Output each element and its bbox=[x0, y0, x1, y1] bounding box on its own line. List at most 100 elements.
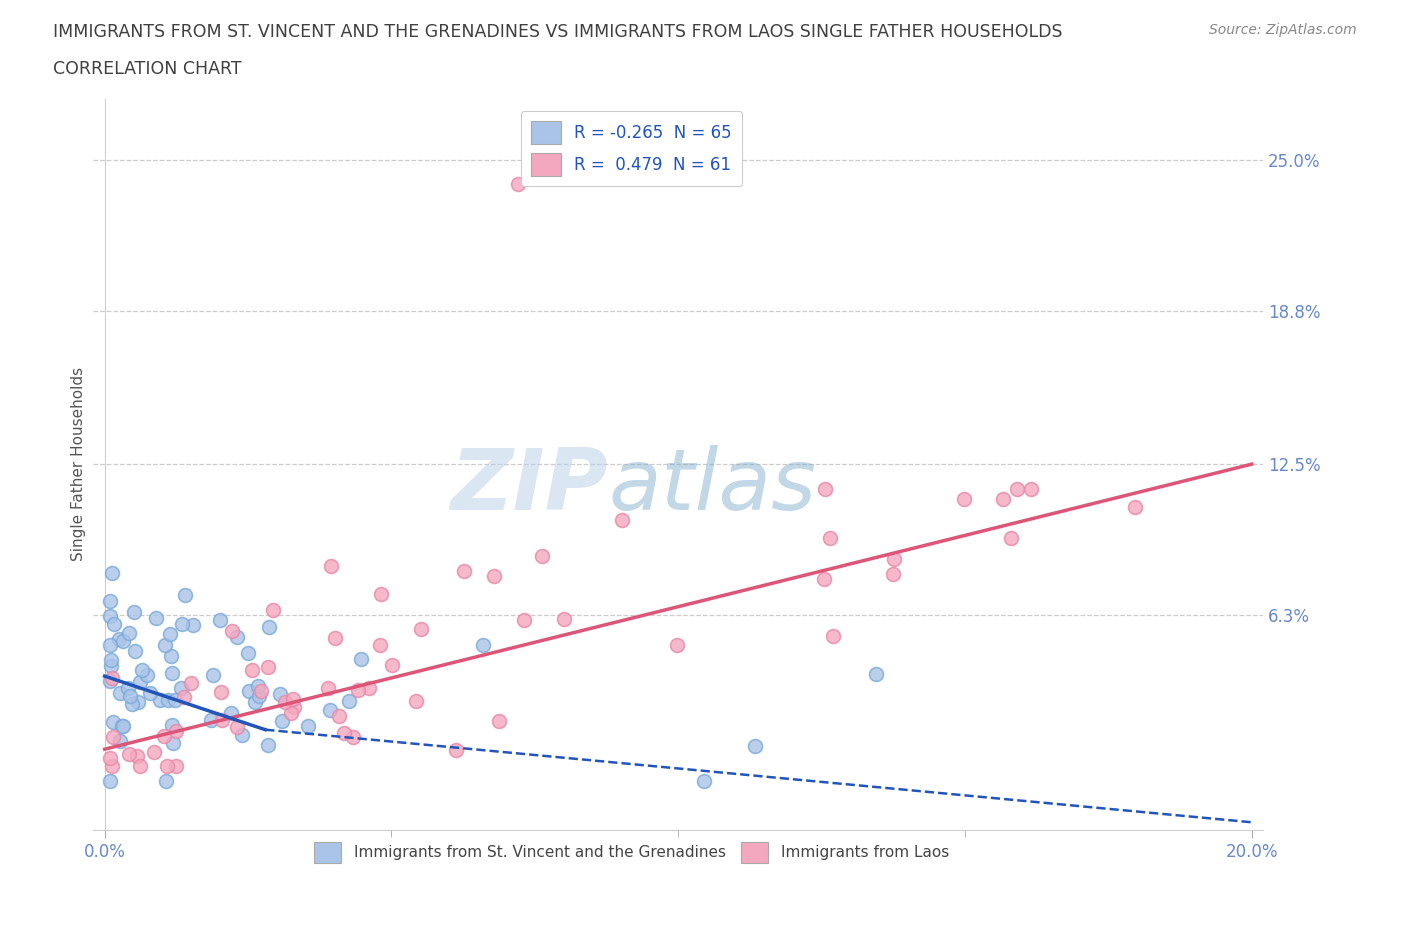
Point bbox=[444, 742, 467, 757]
Text: ZIP: ZIP bbox=[450, 445, 607, 527]
Point bbox=[172, 617, 194, 631]
Point bbox=[100, 652, 122, 667]
Point bbox=[269, 686, 291, 701]
Point bbox=[281, 692, 304, 707]
Point bbox=[319, 703, 342, 718]
Point bbox=[472, 637, 495, 652]
Point bbox=[124, 644, 146, 658]
Point bbox=[219, 705, 242, 720]
Point bbox=[149, 692, 172, 707]
Point bbox=[257, 619, 280, 634]
Point bbox=[262, 603, 284, 618]
Text: CORRELATION CHART: CORRELATION CHART bbox=[53, 60, 242, 78]
Point bbox=[160, 649, 183, 664]
Point bbox=[506, 177, 529, 192]
Point bbox=[101, 565, 124, 580]
Point bbox=[882, 566, 904, 581]
Point bbox=[319, 558, 342, 573]
Point bbox=[121, 697, 143, 711]
Point bbox=[328, 709, 350, 724]
Point bbox=[531, 549, 554, 564]
Point bbox=[666, 637, 689, 652]
Point bbox=[245, 694, 267, 709]
Point bbox=[145, 610, 167, 625]
Point bbox=[952, 492, 974, 507]
Point bbox=[231, 728, 253, 743]
Point bbox=[156, 759, 179, 774]
Point bbox=[159, 626, 181, 641]
Point bbox=[226, 630, 249, 644]
Point bbox=[163, 692, 186, 707]
Point bbox=[814, 481, 837, 496]
Point bbox=[821, 629, 844, 644]
Point bbox=[111, 719, 134, 734]
Point bbox=[359, 681, 381, 696]
Point bbox=[610, 513, 633, 528]
Point bbox=[337, 694, 360, 709]
Point bbox=[157, 692, 180, 707]
Point bbox=[211, 684, 233, 699]
Point bbox=[108, 685, 131, 700]
Point bbox=[1019, 481, 1042, 496]
Point bbox=[297, 718, 319, 733]
Point bbox=[111, 719, 134, 734]
Point bbox=[101, 729, 124, 744]
Point bbox=[100, 609, 122, 624]
Point bbox=[100, 774, 122, 789]
Point bbox=[513, 612, 536, 627]
Point bbox=[482, 568, 505, 583]
Point bbox=[155, 774, 177, 789]
Point bbox=[240, 663, 263, 678]
Point bbox=[1125, 499, 1147, 514]
Point bbox=[180, 675, 202, 690]
Point bbox=[865, 667, 887, 682]
Point bbox=[257, 737, 280, 752]
Point bbox=[155, 638, 177, 653]
Point bbox=[110, 733, 132, 748]
Point bbox=[211, 712, 233, 727]
Point bbox=[100, 593, 122, 608]
Point bbox=[128, 759, 150, 774]
Point bbox=[100, 674, 122, 689]
Point bbox=[271, 714, 294, 729]
Point bbox=[101, 714, 124, 729]
Point bbox=[347, 683, 370, 698]
Point bbox=[117, 681, 139, 696]
Point bbox=[118, 688, 141, 703]
Point bbox=[153, 729, 176, 744]
Point bbox=[247, 688, 270, 703]
Point bbox=[883, 551, 905, 566]
Point bbox=[160, 718, 183, 733]
Point bbox=[101, 671, 124, 685]
Point bbox=[112, 633, 135, 648]
Point bbox=[813, 572, 835, 587]
Point bbox=[238, 684, 260, 698]
Point bbox=[405, 694, 427, 709]
Point bbox=[323, 631, 346, 645]
Point bbox=[201, 667, 224, 682]
Point bbox=[107, 632, 129, 647]
Point bbox=[280, 706, 302, 721]
Point bbox=[257, 659, 280, 674]
Point bbox=[274, 695, 297, 710]
Point bbox=[160, 665, 183, 680]
Point bbox=[100, 637, 122, 652]
Point bbox=[200, 712, 222, 727]
Text: IMMIGRANTS FROM ST. VINCENT AND THE GRENADINES VS IMMIGRANTS FROM LAOS SINGLE FA: IMMIGRANTS FROM ST. VINCENT AND THE GREN… bbox=[53, 23, 1063, 41]
Point bbox=[170, 680, 193, 695]
Point bbox=[342, 730, 364, 745]
Point bbox=[131, 663, 153, 678]
Text: atlas: atlas bbox=[607, 445, 815, 527]
Point bbox=[143, 745, 166, 760]
Point bbox=[1000, 530, 1022, 545]
Point bbox=[316, 681, 339, 696]
Point bbox=[283, 699, 305, 714]
Point bbox=[246, 679, 269, 694]
Point bbox=[173, 690, 195, 705]
Point bbox=[350, 652, 373, 667]
Point bbox=[221, 624, 243, 639]
Point bbox=[692, 774, 714, 789]
Point bbox=[136, 668, 159, 683]
Point bbox=[250, 684, 273, 698]
Point bbox=[117, 626, 139, 641]
